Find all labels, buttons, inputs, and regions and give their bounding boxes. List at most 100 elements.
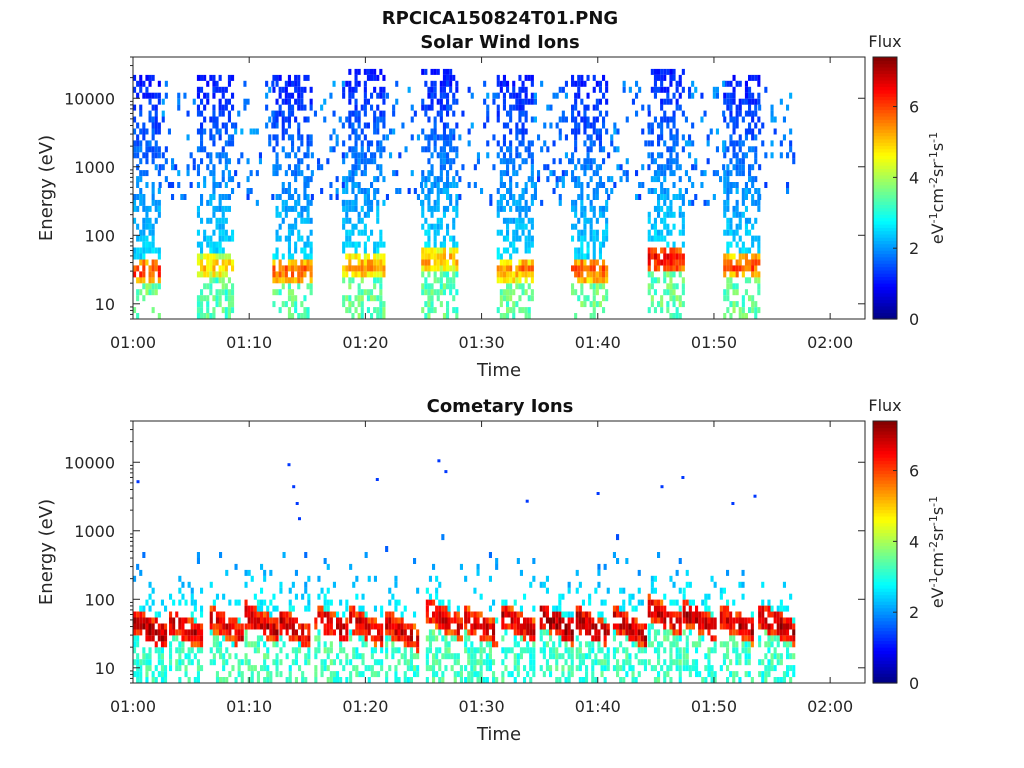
- spectrogram-cell: [209, 259, 213, 266]
- spectrogram-cell: [647, 217, 651, 224]
- spectrogram-cell: [247, 659, 251, 666]
- spectrogram-cell: [681, 68, 685, 75]
- spectrogram-cell: [363, 265, 367, 272]
- isolated-point: [731, 502, 735, 505]
- spectrogram-cell: [524, 313, 528, 319]
- spectrogram-cell: [594, 653, 598, 660]
- spectrogram-cell: [650, 295, 654, 302]
- spectrogram-cell: [678, 617, 682, 624]
- spectrogram-cell: [449, 247, 453, 254]
- spectrogram-cell: [635, 92, 639, 99]
- spectrogram-cell: [133, 647, 137, 654]
- spectrogram-cell: [703, 110, 707, 117]
- spectrogram-cell: [348, 86, 352, 93]
- spectrogram-cell: [682, 599, 686, 606]
- colorbar-segment: [873, 155, 897, 160]
- spectrogram-cell: [782, 605, 786, 612]
- spectrogram-cell: [363, 98, 367, 105]
- spectrogram-cell: [470, 653, 474, 660]
- spectrogram-cell: [178, 629, 182, 636]
- spectrogram-cell: [735, 205, 739, 212]
- spectrogram-cell: [748, 259, 752, 266]
- spectrogram-cell: [439, 247, 443, 254]
- spectrogram-cell: [435, 653, 439, 660]
- spectrogram-cell: [215, 277, 219, 284]
- spectrogram-cell: [278, 277, 282, 284]
- spectrogram-cell: [657, 140, 661, 147]
- spectrogram-cell: [212, 176, 216, 183]
- spectrogram-cell: [291, 277, 295, 284]
- spectrogram-cell: [506, 158, 510, 165]
- spectrogram-cell: [515, 205, 519, 212]
- spectrogram-cell: [345, 176, 349, 183]
- spectrogram-cell: [348, 307, 352, 314]
- spectrogram-cell: [691, 617, 695, 624]
- spectrogram-cell: [376, 128, 380, 135]
- spectrogram-cell: [348, 122, 352, 129]
- spectrogram-cell: [657, 611, 661, 618]
- spectrogram-cell: [424, 253, 428, 260]
- spectrogram-cell: [403, 641, 407, 648]
- spectrogram-cell: [354, 295, 358, 302]
- spectrogram-cell: [221, 229, 225, 236]
- spectrogram-cell: [139, 188, 143, 194]
- spectrogram-cell: [532, 635, 536, 642]
- spectrogram-cell: [379, 307, 383, 314]
- spectrogram-cell: [640, 599, 644, 606]
- spectrogram-cell: [598, 283, 602, 290]
- spectrogram-cell: [735, 104, 739, 111]
- spectrogram-cell: [672, 259, 676, 266]
- spectrogram-cell: [275, 110, 279, 117]
- spectrogram-cell: [148, 140, 152, 147]
- spectrogram-cell: [196, 229, 200, 236]
- spectrogram-cell: [427, 289, 431, 296]
- spectrogram-cell: [196, 259, 200, 266]
- spectrogram-cell: [521, 259, 525, 266]
- spectrogram-cell: [631, 617, 635, 624]
- colorbar-segment: [873, 473, 897, 478]
- spectrogram-cell: [187, 647, 191, 654]
- spectrogram-cell: [735, 188, 739, 194]
- spectrogram-cell: [203, 92, 207, 99]
- spectrogram-cell: [619, 611, 623, 618]
- spectrogram-cell: [729, 301, 733, 308]
- spectrogram-cell: [741, 271, 745, 278]
- spectrogram-cell: [597, 659, 601, 666]
- colorbar-segment: [873, 161, 897, 166]
- spectrogram-cell: [409, 629, 413, 636]
- spectrogram-cell: [133, 307, 137, 314]
- spectrogram-cell: [558, 199, 562, 206]
- spectrogram-cell: [650, 623, 654, 630]
- spectrogram-cell: [373, 271, 377, 278]
- spectrogram-cell: [657, 599, 661, 606]
- spectrogram-cell: [366, 253, 370, 260]
- spectrogram-cell: [751, 110, 755, 117]
- spectrogram-cell: [729, 104, 733, 111]
- spectrogram-cell: [549, 671, 553, 678]
- spectrogram-cell: [741, 140, 745, 147]
- spectrogram-cell: [509, 271, 513, 278]
- spectrogram-cell: [442, 235, 446, 242]
- spectrogram-cell: [300, 277, 304, 284]
- spectrogram-cell: [349, 671, 353, 678]
- spectrogram-cell: [452, 223, 456, 230]
- spectrogram-cell: [660, 86, 664, 93]
- spectrogram-cell: [227, 307, 231, 314]
- spectrogram-cell: [354, 194, 358, 200]
- spectrogram-cell: [660, 259, 664, 266]
- spectrogram-cell: [237, 617, 241, 624]
- spectrogram-cell: [332, 677, 336, 683]
- spectrogram-cell: [637, 659, 641, 666]
- colorbar-segment: [873, 145, 897, 150]
- spectrogram-cell: [713, 677, 717, 683]
- spectrogram-cell: [543, 164, 547, 171]
- colorbar-segment: [873, 256, 897, 261]
- spectrogram-cell: [446, 110, 450, 117]
- spectrogram-cell: [142, 122, 146, 129]
- spectrogram-cell: [212, 116, 216, 123]
- spectrogram-cell: [209, 647, 213, 654]
- spectrogram-cell: [148, 247, 152, 254]
- spectrogram-cell: [552, 605, 556, 612]
- spectrogram-cell: [713, 671, 717, 678]
- spectrogram-cell: [354, 182, 358, 188]
